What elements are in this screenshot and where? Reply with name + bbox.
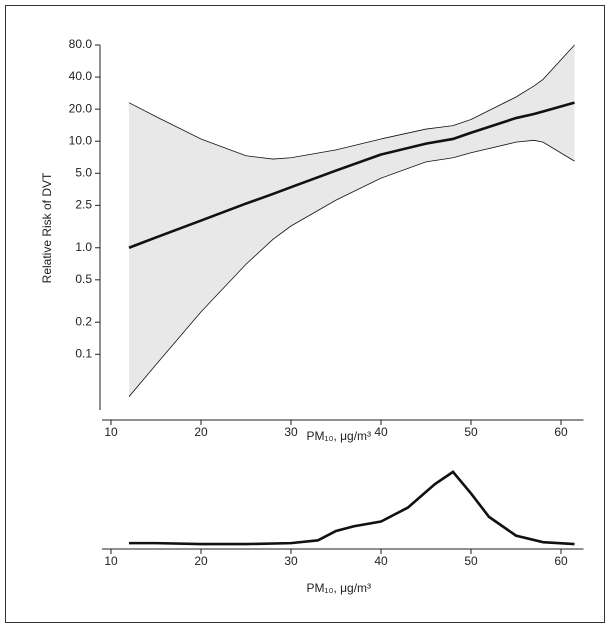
ci-lower [128,139,575,397]
frame [5,5,605,623]
y-tick-label: 0.1 [75,346,92,360]
x-tick-label: 50 [464,425,478,439]
x-tick-label: 10 [104,425,118,439]
y-tick-label: 80.0 [69,37,93,51]
y-tick-label: 20.0 [69,101,93,115]
y-tick-label: 2.5 [75,198,92,212]
y-tick-label: 1.0 [75,240,92,254]
ci-upper [128,44,575,160]
x-tick-label: 30 [284,554,298,568]
x-axis-label: PM₁₀, μg/m³ [306,429,371,443]
y-tick-label: 40.0 [69,69,93,83]
estimate-line [128,101,575,249]
x-tick-label: 20 [194,554,208,568]
y-tick-label: 0.2 [75,314,92,328]
x-tick-label: 40 [374,425,388,439]
y-axis-label: Relative Risk of DVT [40,172,54,283]
x-tick-label: 30 [284,425,298,439]
x-tick-label: 60 [554,554,568,568]
ci-band [129,45,575,397]
x-tick-label: 10 [104,554,118,568]
y-tick-label: 5.0 [75,165,92,179]
x-axis-label: PM₁₀, μg/m³ [306,581,371,595]
y-tick-label: 10.0 [69,133,93,147]
x-tick-label: 60 [554,425,568,439]
x-tick-label: 50 [464,554,478,568]
x-tick-label: 20 [194,425,208,439]
y-tick-label: 0.5 [75,272,92,286]
x-tick-label: 40 [374,554,388,568]
density-line [129,470,575,546]
